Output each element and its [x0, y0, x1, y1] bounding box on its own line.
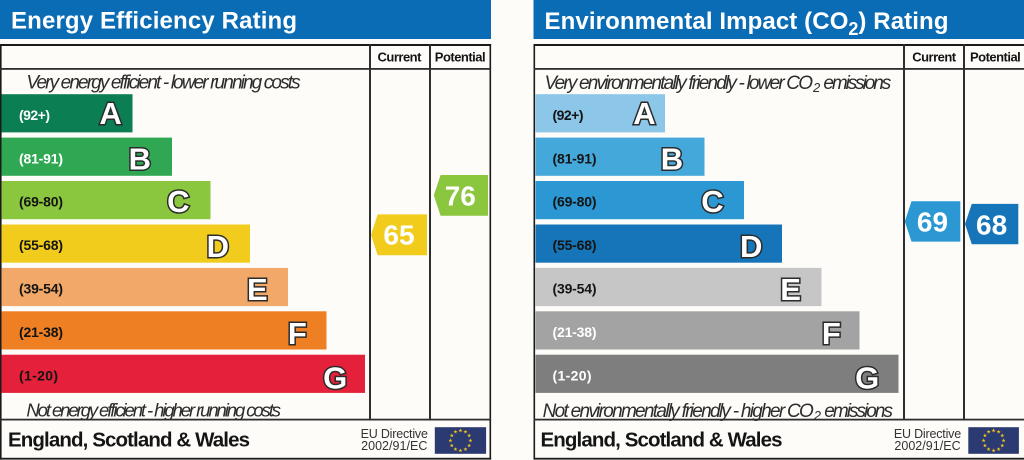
svg-text:(55-68): (55-68) [553, 237, 597, 253]
svg-text:68: 68 [976, 209, 1007, 240]
svg-text:(1-20): (1-20) [19, 367, 58, 383]
svg-text:EU Directive: EU Directive [894, 427, 961, 441]
svg-text:(69-80): (69-80) [553, 194, 597, 210]
svg-text:F: F [822, 316, 841, 351]
svg-text:2: 2 [848, 19, 858, 39]
svg-text:emissions: emissions [820, 73, 892, 94]
svg-text:Very energy efficient - lower: Very energy efficient - lower running co… [26, 73, 301, 94]
svg-text:Potential: Potential [970, 49, 1021, 64]
svg-text:2002/91/EC: 2002/91/EC [894, 439, 960, 453]
svg-text:D: D [740, 229, 762, 264]
svg-text:EU Directive: EU Directive [361, 427, 428, 441]
svg-text:Energy Efficiency Rating: Energy Efficiency Rating [11, 8, 297, 35]
svg-text:G: G [855, 361, 879, 396]
svg-text:2: 2 [812, 80, 821, 95]
svg-text:2002/91/EC: 2002/91/EC [361, 439, 427, 453]
svg-text:E: E [247, 272, 268, 307]
svg-text:B: B [129, 141, 151, 176]
svg-text:B: B [661, 141, 683, 176]
svg-text:C: C [701, 184, 723, 219]
svg-text:emissions: emissions [821, 401, 894, 422]
svg-text:England, Scotland & Wales: England, Scotland & Wales [541, 428, 783, 451]
svg-text:F: F [288, 316, 307, 351]
svg-text:Not environmentally friendly -: Not environmentally friendly - higher CO [543, 401, 814, 422]
svg-text:(92+): (92+) [553, 107, 584, 123]
svg-text:Very environmentally friendly: Very environmentally friendly - lower CO [545, 73, 814, 94]
svg-text:(81-91): (81-91) [553, 150, 597, 166]
svg-text:A: A [99, 96, 121, 131]
svg-text:65: 65 [383, 219, 414, 250]
svg-text:Current: Current [912, 49, 957, 64]
svg-text:E: E [780, 272, 801, 307]
svg-text:2: 2 [813, 408, 822, 423]
svg-text:76: 76 [445, 181, 476, 212]
svg-text:Environmental Impact (CO: Environmental Impact (CO [545, 8, 849, 35]
svg-text:Potential: Potential [435, 49, 486, 64]
svg-text:Not energy efficient - higher: Not energy efficient - higher running co… [26, 399, 281, 420]
svg-text:(55-68): (55-68) [19, 237, 63, 253]
svg-text:(39-54): (39-54) [553, 281, 597, 297]
svg-text:England, Scotland & Wales: England, Scotland & Wales [8, 428, 250, 451]
svg-text:G: G [323, 361, 347, 396]
svg-text:(69-80): (69-80) [19, 194, 63, 210]
svg-text:C: C [167, 184, 189, 219]
svg-text:D: D [207, 229, 229, 264]
svg-text:69: 69 [917, 207, 948, 238]
svg-text:(21-38): (21-38) [553, 324, 597, 340]
svg-text:A: A [633, 96, 655, 131]
svg-text:(21-38): (21-38) [19, 324, 63, 340]
svg-text:Current: Current [378, 49, 423, 64]
svg-text:(92+): (92+) [19, 107, 50, 123]
svg-text:(1-20): (1-20) [553, 367, 592, 383]
svg-text:(39-54): (39-54) [19, 281, 63, 297]
svg-text:) Rating: ) Rating [858, 8, 948, 35]
svg-text:(81-91): (81-91) [19, 150, 63, 166]
